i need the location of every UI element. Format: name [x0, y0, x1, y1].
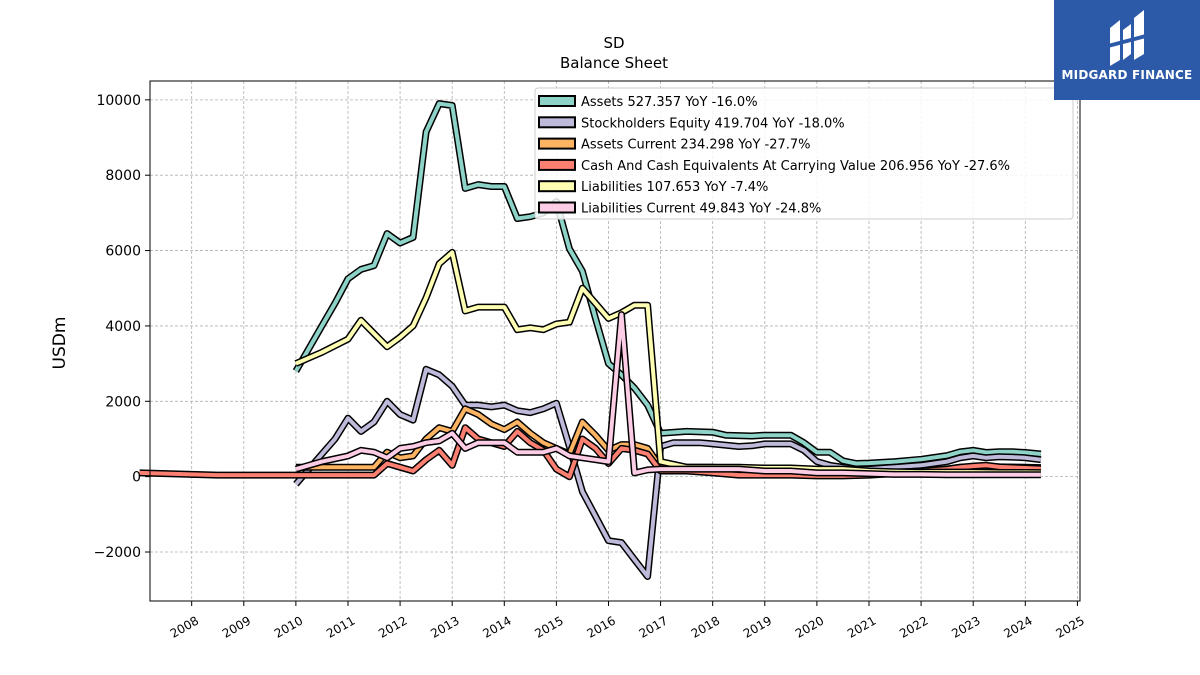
- y-tick-label: −2000: [94, 545, 141, 561]
- x-tick-label: 2022: [897, 613, 930, 640]
- x-tick-label: 2021: [845, 613, 878, 640]
- y-axis-ticks: −2000 0 2000 4000 6000 8000 10000: [94, 93, 150, 561]
- x-tick-label: 2008: [168, 613, 201, 640]
- x-tick-label: 2010: [272, 613, 305, 640]
- x-tick-label: 2012: [376, 613, 409, 640]
- series-line: [295, 250, 1041, 475]
- legend-label: Assets Current 234.298 YoY -27.7%: [581, 138, 811, 153]
- x-tick-label: 2014: [480, 613, 513, 640]
- brand-mark-icon: [1108, 10, 1146, 66]
- legend-swatch: [538, 137, 576, 150]
- series-line-outline: [294, 248, 1041, 477]
- y-tick-label: 0: [132, 470, 141, 486]
- x-tick-label: 2013: [428, 613, 461, 640]
- series-line: [294, 367, 1042, 579]
- x-axis-ticks: 2008 2009 2010 2011 2012 2013 2014 2015 2016 2017…: [168, 601, 1087, 641]
- legend-swatch: [538, 158, 576, 171]
- brand-name: MIDGARD FINANCE: [1061, 68, 1193, 82]
- legend-swatch: [538, 201, 576, 214]
- series-line: [294, 101, 1042, 466]
- x-tick-label: 2018: [689, 613, 722, 640]
- x-tick-label: 2024: [1001, 613, 1034, 640]
- x-tick-label: 2017: [637, 613, 670, 640]
- chart-subtitle: Balance Sheet: [560, 54, 668, 72]
- y-tick-label: 2000: [105, 394, 141, 410]
- x-tick-label: 2009: [220, 613, 253, 640]
- legend-label: Cash And Cash Equivalents At Carrying Va…: [581, 159, 1010, 174]
- y-axis-label: USDm: [50, 317, 70, 370]
- y-tick-label: 8000: [105, 168, 141, 184]
- x-tick-label: 2025: [1053, 613, 1086, 640]
- legend-label: Stockholders Equity 419.704 YoY -18.0%: [581, 116, 845, 131]
- legend-swatch: [538, 180, 576, 193]
- y-tick-label: 6000: [105, 244, 141, 260]
- brand-logo: MIDGARD FINANCE: [1054, 0, 1200, 100]
- legend-label: Assets 527.357 YoY -16.0%: [581, 95, 758, 110]
- x-tick-label: 2023: [949, 613, 982, 640]
- legend-label: Liabilities Current 49.843 YoY -24.8%: [581, 202, 821, 217]
- legend-swatch: [538, 116, 576, 129]
- x-tick-label: 2020: [793, 613, 826, 640]
- x-tick-label: 2019: [741, 613, 774, 640]
- series-line: [295, 312, 1041, 477]
- y-tick-label: 10000: [96, 93, 141, 109]
- chart-title: SD: [603, 34, 624, 52]
- legend-label: Liabilities 107.653 YoY -7.4%: [581, 180, 768, 195]
- x-tick-label: 2016: [585, 613, 618, 640]
- series-lines: [139, 100, 1042, 580]
- series-line-outline: [294, 311, 1041, 479]
- legend-swatch: [538, 95, 576, 107]
- x-tick-label: 2011: [324, 613, 357, 640]
- plot-frame: [149, 80, 1081, 602]
- x-tick-label: 2015: [532, 613, 565, 640]
- y-tick-label: 4000: [105, 319, 141, 335]
- legend-box: [534, 87, 1074, 220]
- legend: Assets 527.357 YoY -16.0% Stockholders Eq…: [534, 87, 1074, 220]
